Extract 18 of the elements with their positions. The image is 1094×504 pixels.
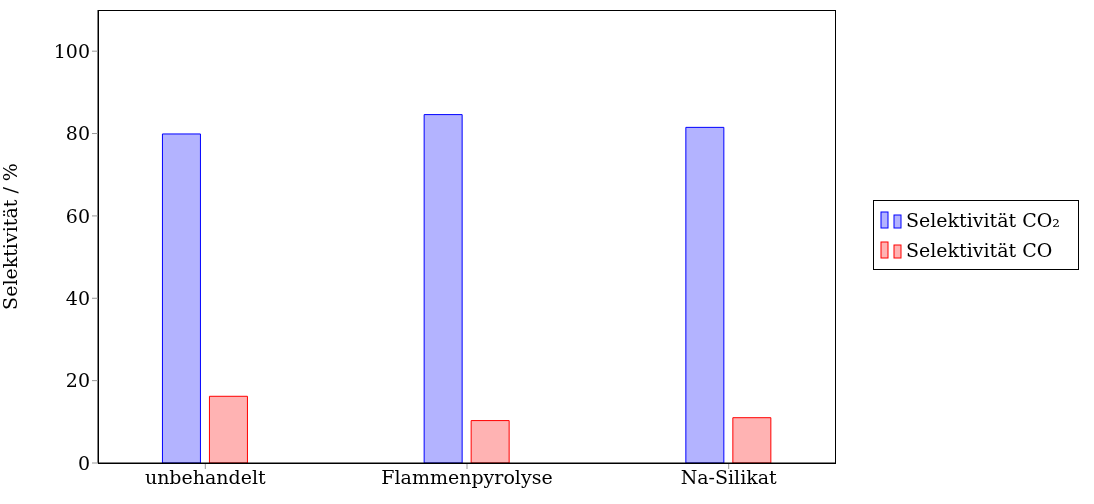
x-tick-label: unbehandelt <box>144 466 267 489</box>
y-tick-label: 100 <box>53 39 90 62</box>
legend-label: Selektivität CO <box>906 239 1053 261</box>
legend-label: Selektivität CO₂ <box>906 209 1060 231</box>
y-axis-title: Selektivität / % <box>0 163 21 310</box>
bar <box>732 417 772 463</box>
y-tick-label: 80 <box>65 122 90 145</box>
bar <box>161 133 201 463</box>
y-tick-label: 20 <box>65 369 90 392</box>
x-tick-label: Na-Silikat <box>680 466 778 489</box>
bar <box>208 395 248 463</box>
y-tick-label: 60 <box>65 204 90 227</box>
y-tick-label: 0 <box>77 451 90 474</box>
bar <box>685 126 725 463</box>
bar <box>423 114 463 463</box>
y-tick-label: 40 <box>65 287 90 310</box>
x-tick-label: Flammenpyrolyse <box>381 466 553 489</box>
bar <box>470 420 510 463</box>
